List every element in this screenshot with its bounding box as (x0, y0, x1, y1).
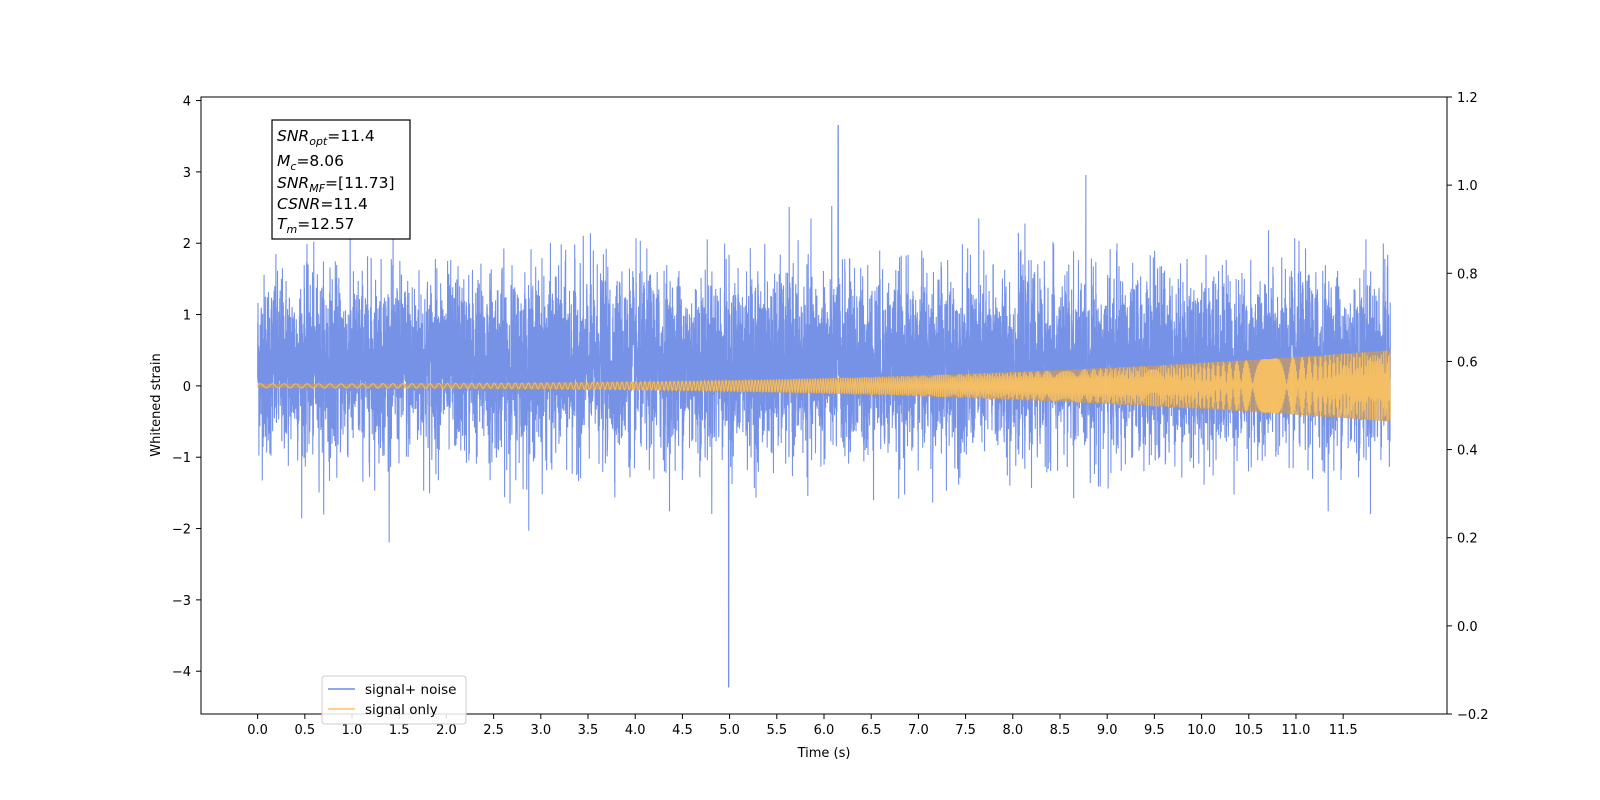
legend-label-signal-only: signal only (365, 702, 438, 718)
legend-label-signal-noise: signal+ noise (365, 682, 456, 698)
x-tick-label: 10.0 (1187, 723, 1216, 738)
legend: signal+ noise signal only (321, 675, 467, 725)
y-left-tick-label: −2 (172, 523, 191, 538)
x-axis-label: Time (s) (797, 746, 851, 761)
y-left-tick-label: 2 (183, 237, 191, 252)
annotation-box-frame (271, 119, 411, 240)
annotation-box: SNRopt=11.4 Mc=8.06 SNRMF=[11.73] CSNR=1… (271, 119, 411, 240)
y-right-tick-label: 0.8 (1457, 267, 1478, 282)
y-right-tick-label: 1.2 (1457, 91, 1478, 106)
y-right-tick-label: 0.2 (1457, 532, 1478, 547)
data-layer (257, 124, 1391, 688)
x-tick-label: 6.5 (861, 723, 882, 738)
x-tick-label: 8.5 (1050, 723, 1071, 738)
y-right-tick-label: 0.4 (1457, 444, 1478, 459)
x-tick-label: 3.5 (578, 723, 599, 738)
x-tick-label: 8.0 (1002, 723, 1023, 738)
y-left-tick-label: 3 (183, 166, 191, 181)
x-tick-label: 11.0 (1281, 723, 1310, 738)
x-tick-label: 1.0 (342, 723, 363, 738)
x-tick-label: 2.0 (436, 723, 457, 738)
y-right-tick-label: 0.6 (1457, 355, 1478, 370)
x-tick-label: 5.5 (766, 723, 787, 738)
x-tick-label: 11.5 (1329, 723, 1358, 738)
x-tick-label: 0.0 (247, 723, 268, 738)
x-tick-label: 10.5 (1234, 723, 1263, 738)
y-axis-label: Whitened strain (149, 353, 164, 456)
annotation-line-snr-opt: SNRopt=11.4 (277, 127, 375, 148)
annotation-line-mc: Mc=8.06 (277, 152, 344, 173)
axes-layer: 0.0 0.5 1.0 1.5 2.0 2.5 3.0 3.5 4.0 4.5 5.0 5.5 6.0 6… (172, 91, 1489, 738)
x-tick-label: 7.0 (908, 723, 929, 738)
series-signal-only (257, 350, 1391, 421)
y-left-tick-label: −1 (172, 451, 191, 466)
legend-frame (321, 675, 467, 725)
y-left-tick-label: 1 (183, 309, 191, 324)
y-right-tick-label: −0.2 (1457, 708, 1489, 723)
annotation-line-tm: Tm=12.57 (277, 215, 355, 236)
y-right-tick-label: 0.0 (1457, 620, 1478, 635)
x-tick-label: 0.5 (294, 723, 315, 738)
y-left-tick-label: 0 (183, 380, 191, 395)
x-tick-label: 4.0 (625, 723, 646, 738)
x-tick-label: 2.5 (483, 723, 504, 738)
annotation-line-snr-mf: SNRMF=[11.73] (277, 174, 395, 195)
y-left-tick-label: −4 (172, 665, 191, 680)
x-tick-label: 9.0 (1097, 723, 1118, 738)
x-tick-label: 7.5 (955, 723, 976, 738)
x-tick-label: 4.5 (672, 723, 693, 738)
x-tick-label: 5.0 (719, 723, 740, 738)
x-tick-label: 9.5 (1144, 723, 1165, 738)
y-right-tick-label: 1.0 (1457, 179, 1478, 194)
x-tick-label: 3.0 (530, 723, 551, 738)
x-tick-label: 1.5 (389, 723, 410, 738)
annotation-line-csnr: CSNR=11.4 (277, 195, 368, 213)
x-tick-label: 6.0 (814, 723, 835, 738)
y-left-tick-label: −3 (172, 594, 191, 609)
y-left-tick-label: 4 (183, 95, 191, 110)
